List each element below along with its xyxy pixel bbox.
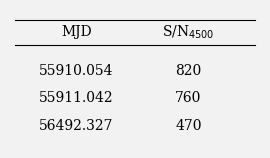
Text: 760: 760 bbox=[175, 91, 202, 105]
Text: 820: 820 bbox=[175, 64, 202, 78]
Text: MJD: MJD bbox=[61, 25, 92, 40]
Text: 55911.042: 55911.042 bbox=[39, 91, 113, 105]
Text: 470: 470 bbox=[175, 118, 202, 133]
Text: 55910.054: 55910.054 bbox=[39, 64, 113, 78]
Text: S/N$_{4500}$: S/N$_{4500}$ bbox=[162, 24, 215, 41]
Text: 56492.327: 56492.327 bbox=[39, 118, 113, 133]
